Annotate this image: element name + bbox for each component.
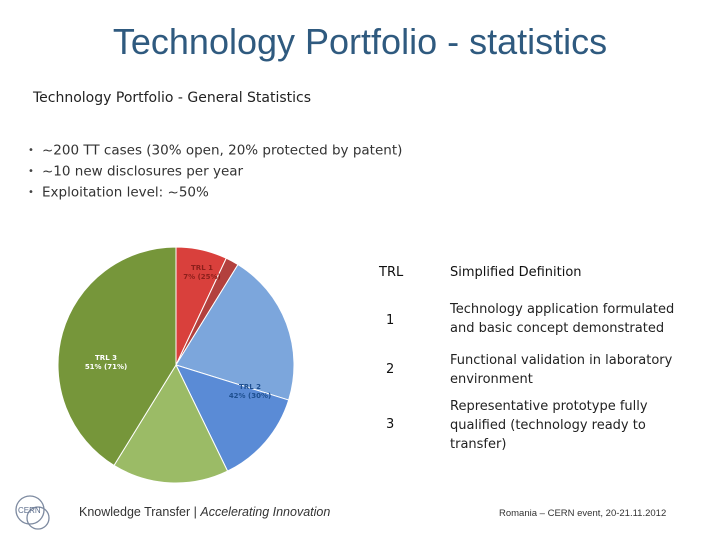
cern-logo: CERN [15, 495, 50, 530]
slide-title: Technology Portfolio - statistics [112, 21, 608, 62]
table-header-trl: TRL [379, 265, 404, 280]
bullet-item: Exploitation level: ~50% [28, 182, 402, 203]
table-cell-trl: 3 [386, 417, 395, 432]
pie-label-trl2: TRL 2 42% (30%) [226, 383, 274, 401]
table-header-definition: Simplified Definition [450, 265, 582, 280]
table-cell-definition: Functional validation in laboratory envi… [450, 353, 673, 387]
table-cell-trl: 1 [386, 313, 395, 328]
pie-label-trl1-value: 7% (25%) [183, 273, 221, 281]
footer-left-italic: Accelerating Innovation [200, 505, 331, 519]
pie-slice-5 [113, 363, 229, 484]
bullet-item: ~10 new disclosures per year [28, 161, 402, 182]
bullet-list: ~200 TT cases (30% open, 20% protected b… [28, 140, 402, 203]
footer-left: Knowledge Transfer | Accelerating Innova… [79, 505, 330, 519]
pie-label-trl1-title: TRL 1 [191, 264, 213, 272]
footer-left-main: Knowledge Transfer | [79, 505, 201, 519]
pie-label-trl1: TRL 1 7% (25%) [180, 264, 224, 282]
pie-slice-6 [57, 246, 177, 467]
slide-subtitle: Technology Portfolio - General Statistic… [33, 90, 312, 106]
cern-logo-text: CERN [18, 506, 41, 515]
table-cell-trl: 2 [386, 362, 395, 377]
pie-label-trl3-title: TRL 3 [95, 354, 117, 362]
pie-label-trl2-title: TRL 2 [239, 383, 261, 391]
pie-label-trl3: TRL 3 51% (71%) [84, 354, 128, 372]
pie-slice-3 [175, 263, 295, 401]
pie-label-trl3-value: 51% (71%) [84, 363, 128, 371]
table-cell-definition: Representative prototype fully qualified… [450, 399, 648, 452]
bullet-item: ~200 TT cases (30% open, 20% protected b… [28, 140, 402, 161]
pie-label-trl2-value: 42% (30%) [228, 392, 272, 400]
pie-slice-4 [175, 364, 290, 472]
footer-right: Romania – CERN event, 20-21.11.2012 [499, 508, 667, 519]
table-cell-definition: Technology application formulated and ba… [450, 302, 675, 336]
